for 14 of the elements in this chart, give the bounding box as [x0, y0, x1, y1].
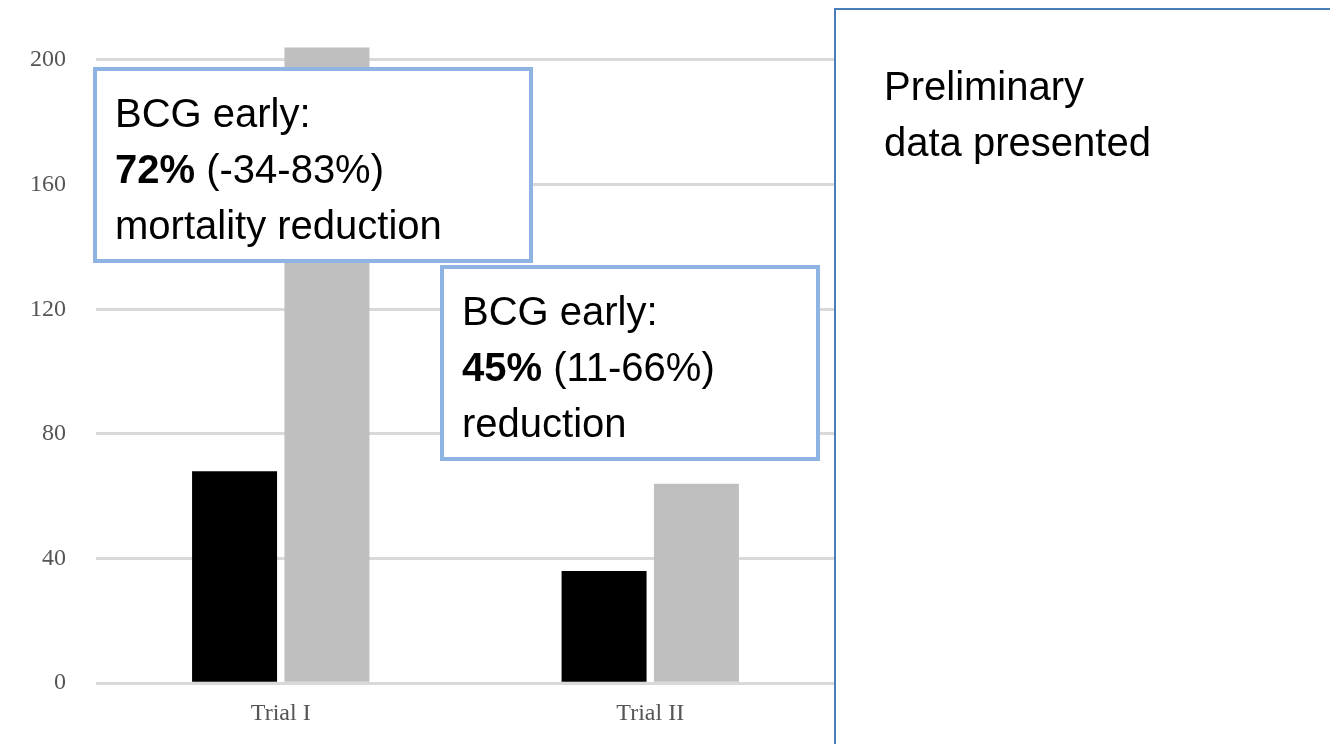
annotation: BCG early: 45% (11-66%) reduction	[462, 288, 716, 447]
x-tick-label: Trial I	[250, 698, 311, 725]
y-tick-label: 80	[42, 419, 66, 446]
annotation: BCG early: 72% (-34-83%) mortality reduction	[115, 90, 443, 249]
y-tick-label: 160	[30, 169, 66, 196]
bar	[192, 471, 278, 682]
y-tick-label: 120	[30, 294, 66, 321]
bar	[561, 571, 647, 682]
y-tick-label: 40	[42, 543, 66, 570]
y-tick-label: 0	[54, 668, 66, 695]
x-tick-label: Trial II	[616, 698, 685, 725]
bar	[653, 483, 739, 682]
y-tick-label: 200	[30, 45, 66, 72]
text: Preliminary data presented	[884, 63, 1152, 166]
